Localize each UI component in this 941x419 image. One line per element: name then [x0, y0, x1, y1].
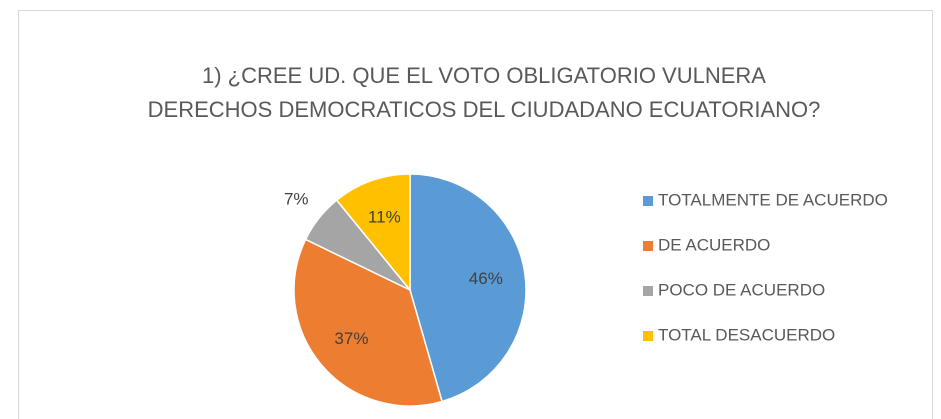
legend-swatch	[643, 241, 653, 251]
chart-title: 1) ¿CREE UD. QUE EL VOTO OBLIGATORIO VUL…	[202, 63, 766, 88]
legend-label: TOTALMENTE DE ACUERDO	[658, 190, 888, 209]
legend-label: DE ACUERDO	[658, 235, 770, 254]
data-label: 11%	[368, 207, 401, 226]
pie-slice	[335, 173, 411, 293]
legend-label: TOTAL DESACUERDO	[658, 325, 835, 344]
legend-swatch	[643, 196, 653, 206]
legend-swatch	[643, 286, 653, 296]
pie-slice	[293, 238, 443, 407]
legend-swatch	[643, 331, 653, 341]
data-label: 46%	[469, 269, 503, 288]
chart-title: DERECHOS DEMOCRATICOS DEL CIUDADANO ECUA…	[148, 97, 821, 122]
pie-slice	[409, 173, 527, 403]
data-label: 7%	[284, 190, 309, 209]
data-label: 37%	[334, 329, 368, 348]
legend-label: POCO DE ACUERDO	[658, 280, 825, 299]
